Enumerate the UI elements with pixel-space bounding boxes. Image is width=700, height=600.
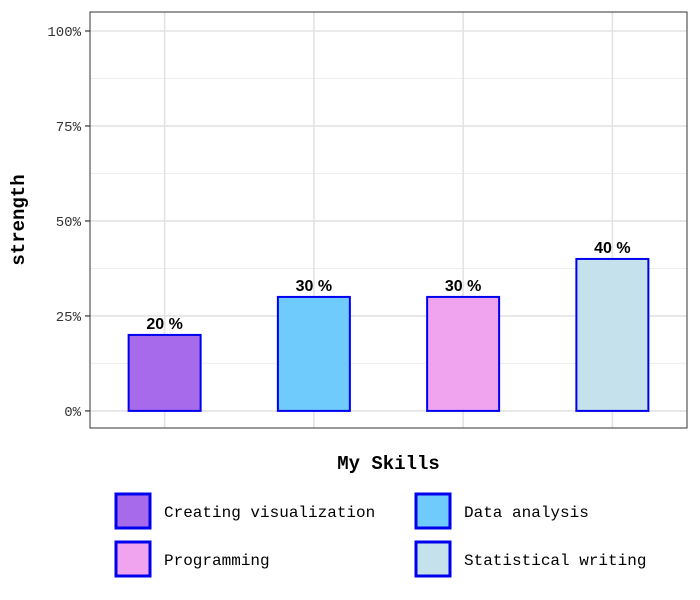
legend-label: Data analysis (464, 504, 589, 522)
legend-key (114, 492, 152, 530)
y-tick-label: 100% (47, 25, 81, 41)
legend-label: Programming (164, 552, 270, 570)
legend-key (114, 540, 152, 578)
bar (426, 295, 501, 412)
bars (127, 257, 650, 412)
y-tick-label: 0% (64, 405, 81, 421)
legend: Creating visualization Data analysis Progr… (114, 492, 646, 578)
plot-panel-border (89, 11, 688, 429)
legend-key (414, 492, 452, 530)
y-axis: 0% 25% 50% 75% 100% (47, 25, 90, 421)
bar-data-labels: 20 % 30 % 30 % 40 % (146, 240, 630, 333)
legend-label: Statistical writing (464, 552, 646, 570)
y-tick-label: 75% (56, 120, 82, 136)
legend-key (414, 540, 452, 578)
bar (575, 257, 650, 412)
y-axis-title: strength (8, 174, 30, 265)
bar-data-label: 20 % (146, 316, 182, 333)
bar-data-label: 40 % (594, 240, 630, 257)
bar-data-label: 30 % (445, 278, 481, 295)
y-tick-label: 25% (56, 310, 82, 326)
y-tick-label: 50% (56, 215, 82, 231)
bar (127, 333, 202, 412)
bar (276, 295, 351, 412)
legend-label: Creating visualization (164, 504, 375, 522)
x-axis-title: My Skills (337, 453, 440, 475)
bar-data-label: 30 % (296, 278, 332, 295)
